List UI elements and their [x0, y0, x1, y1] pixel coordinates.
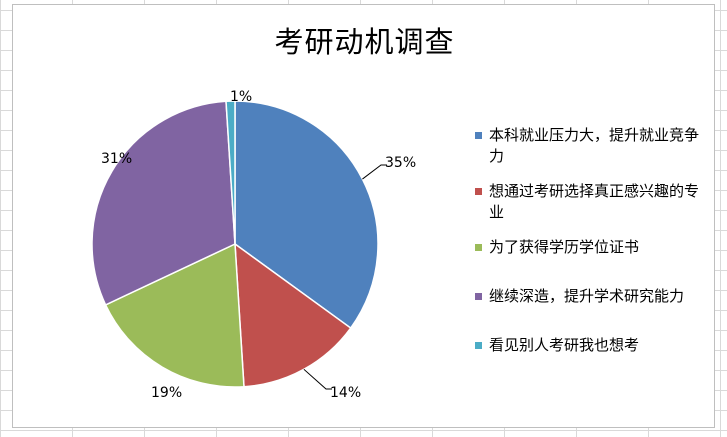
legend-item: 想通过考研选择真正感兴趣的专业	[475, 181, 711, 223]
pie-slice[interactable]	[104, 242, 245, 388]
leader-line	[362, 164, 387, 180]
legend-label: 继续深造，提升学术研究能力	[489, 287, 685, 305]
legend-label: 想通过考研选择真正感兴趣的专业	[489, 182, 700, 221]
chart-title: 考研动机调查	[274, 25, 455, 59]
legend-label: 为了获得学历学位证书	[489, 238, 640, 256]
pie-slice[interactable]	[234, 100, 379, 330]
chart-area[interactable]: 考研动机调查 35% 14% 19% 31% 1% 本科就业压力大，提升就业竞争力 想通过…	[12, 4, 715, 428]
legend-item: 继续深造，提升学术研究能力	[475, 286, 711, 307]
data-label: 19%	[151, 385, 182, 401]
legend-swatch	[475, 293, 482, 300]
data-label: 35%	[385, 155, 416, 171]
pie-plot: 35% 14% 19% 31% 1%	[91, 89, 416, 401]
legend-label: 看见别人考研我也想考	[489, 336, 640, 354]
data-label: 14%	[330, 385, 361, 401]
pie-slice[interactable]	[225, 100, 236, 245]
legend-swatch	[475, 342, 482, 349]
legend-item: 看见别人考研我也想考	[475, 335, 711, 356]
legend-swatch	[475, 244, 482, 251]
legend: 本科就业压力大，提升就业竞争力 想通过考研选择真正感兴趣的专业为了获得学历学位证书…	[475, 125, 711, 370]
data-label: 31%	[101, 151, 132, 167]
leader-line	[303, 368, 332, 390]
pie-slice[interactable]	[91, 100, 236, 306]
legend-swatch	[475, 188, 482, 195]
legend-item: 为了获得学历学位证书	[475, 237, 711, 258]
legend-label: 本科就业压力大，提升就业竞争力	[489, 126, 700, 165]
pie-slice[interactable]	[234, 242, 352, 388]
data-label: 1%	[230, 89, 252, 105]
legend-swatch	[475, 132, 482, 139]
legend-item: 本科就业压力大，提升就业竞争力	[475, 125, 711, 167]
